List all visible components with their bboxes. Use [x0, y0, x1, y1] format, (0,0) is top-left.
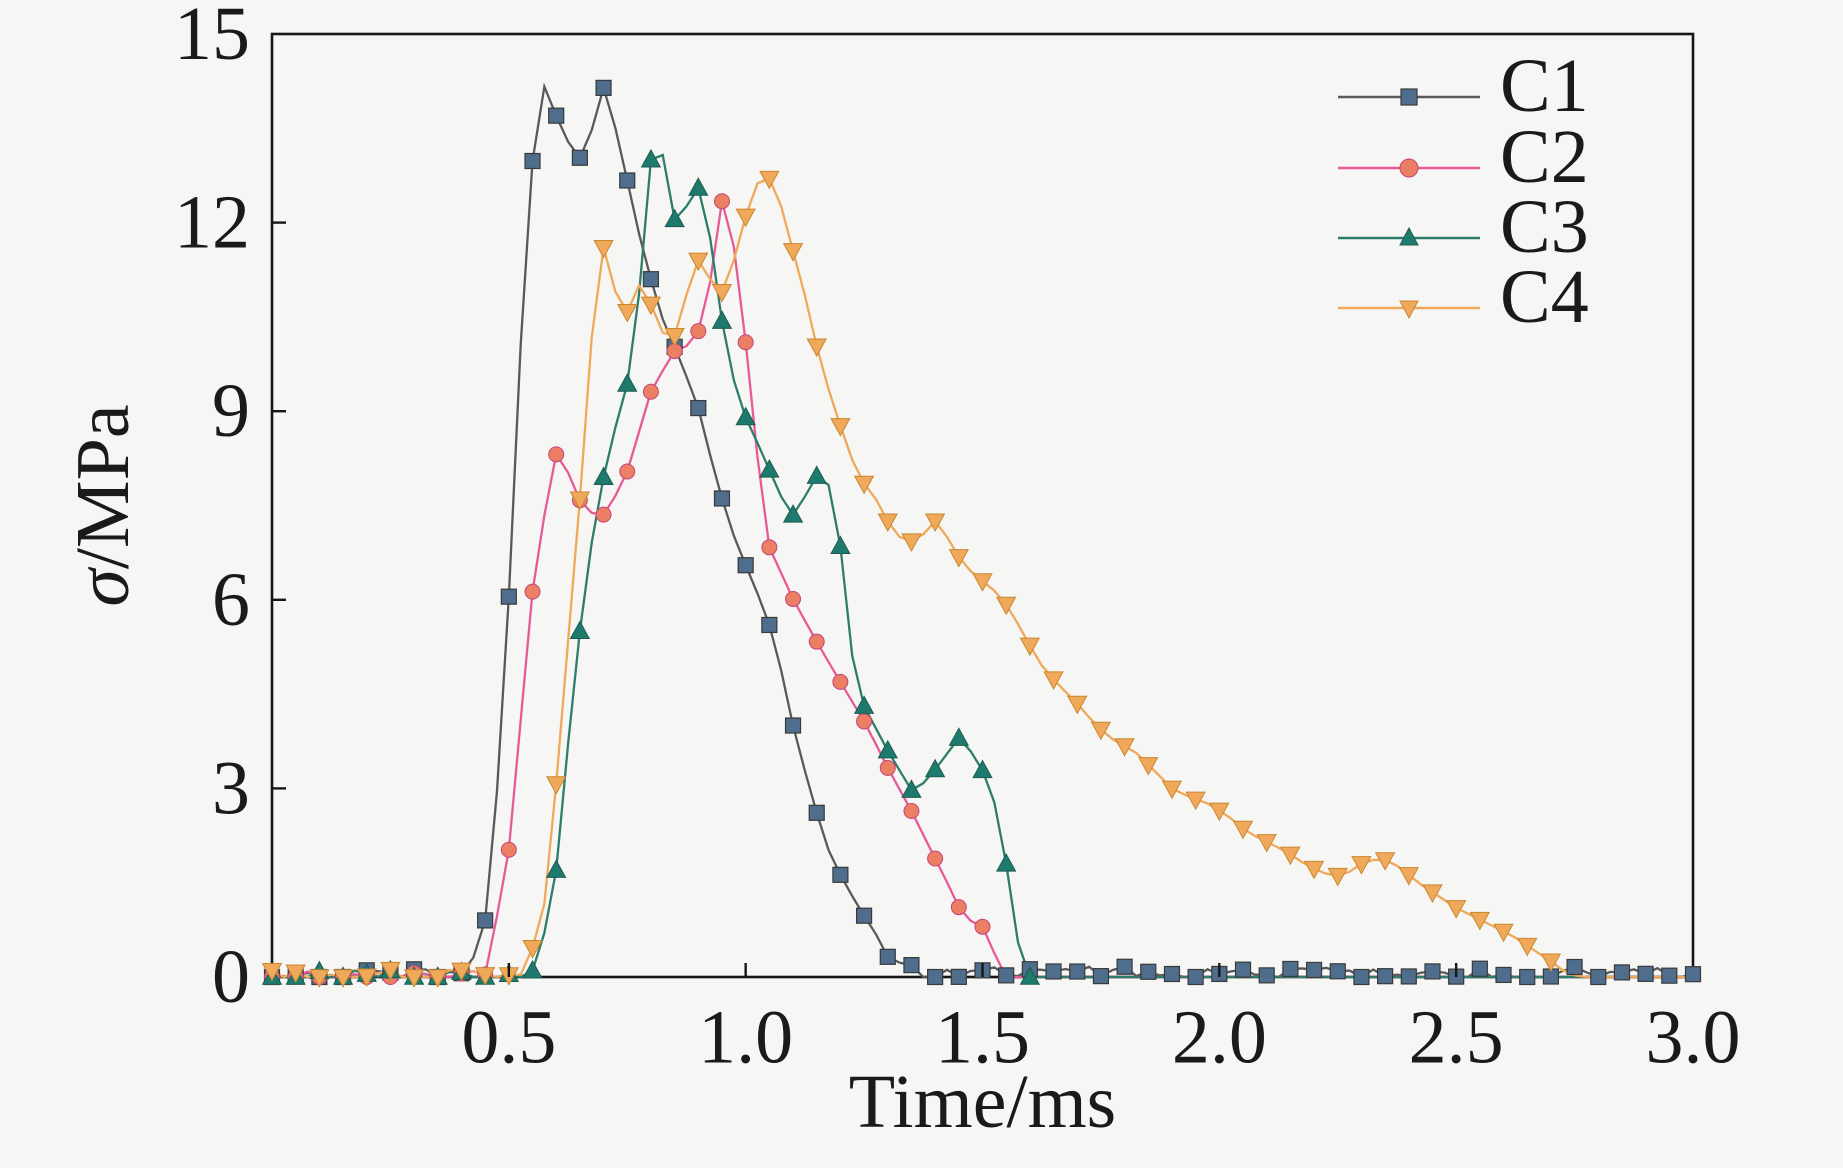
svg-text:2.0: 2.0 — [1172, 996, 1267, 1080]
svg-text:2.5: 2.5 — [1409, 996, 1504, 1080]
svg-text:1.0: 1.0 — [698, 996, 793, 1080]
svg-text:Time/ms: Time/ms — [849, 1060, 1117, 1144]
svg-text:0: 0 — [212, 935, 250, 1019]
svg-text:6: 6 — [212, 558, 250, 642]
svg-text:12: 12 — [174, 181, 250, 265]
svg-text:3: 3 — [212, 746, 250, 830]
svg-text:C4: C4 — [1500, 255, 1589, 339]
svg-text:15: 15 — [174, 0, 250, 76]
svg-text:0.5: 0.5 — [461, 996, 556, 1080]
svg-text:9: 9 — [212, 369, 250, 453]
svg-text:σ/MPa: σ/MPa — [61, 404, 145, 606]
svg-text:3.0: 3.0 — [1646, 996, 1741, 1080]
